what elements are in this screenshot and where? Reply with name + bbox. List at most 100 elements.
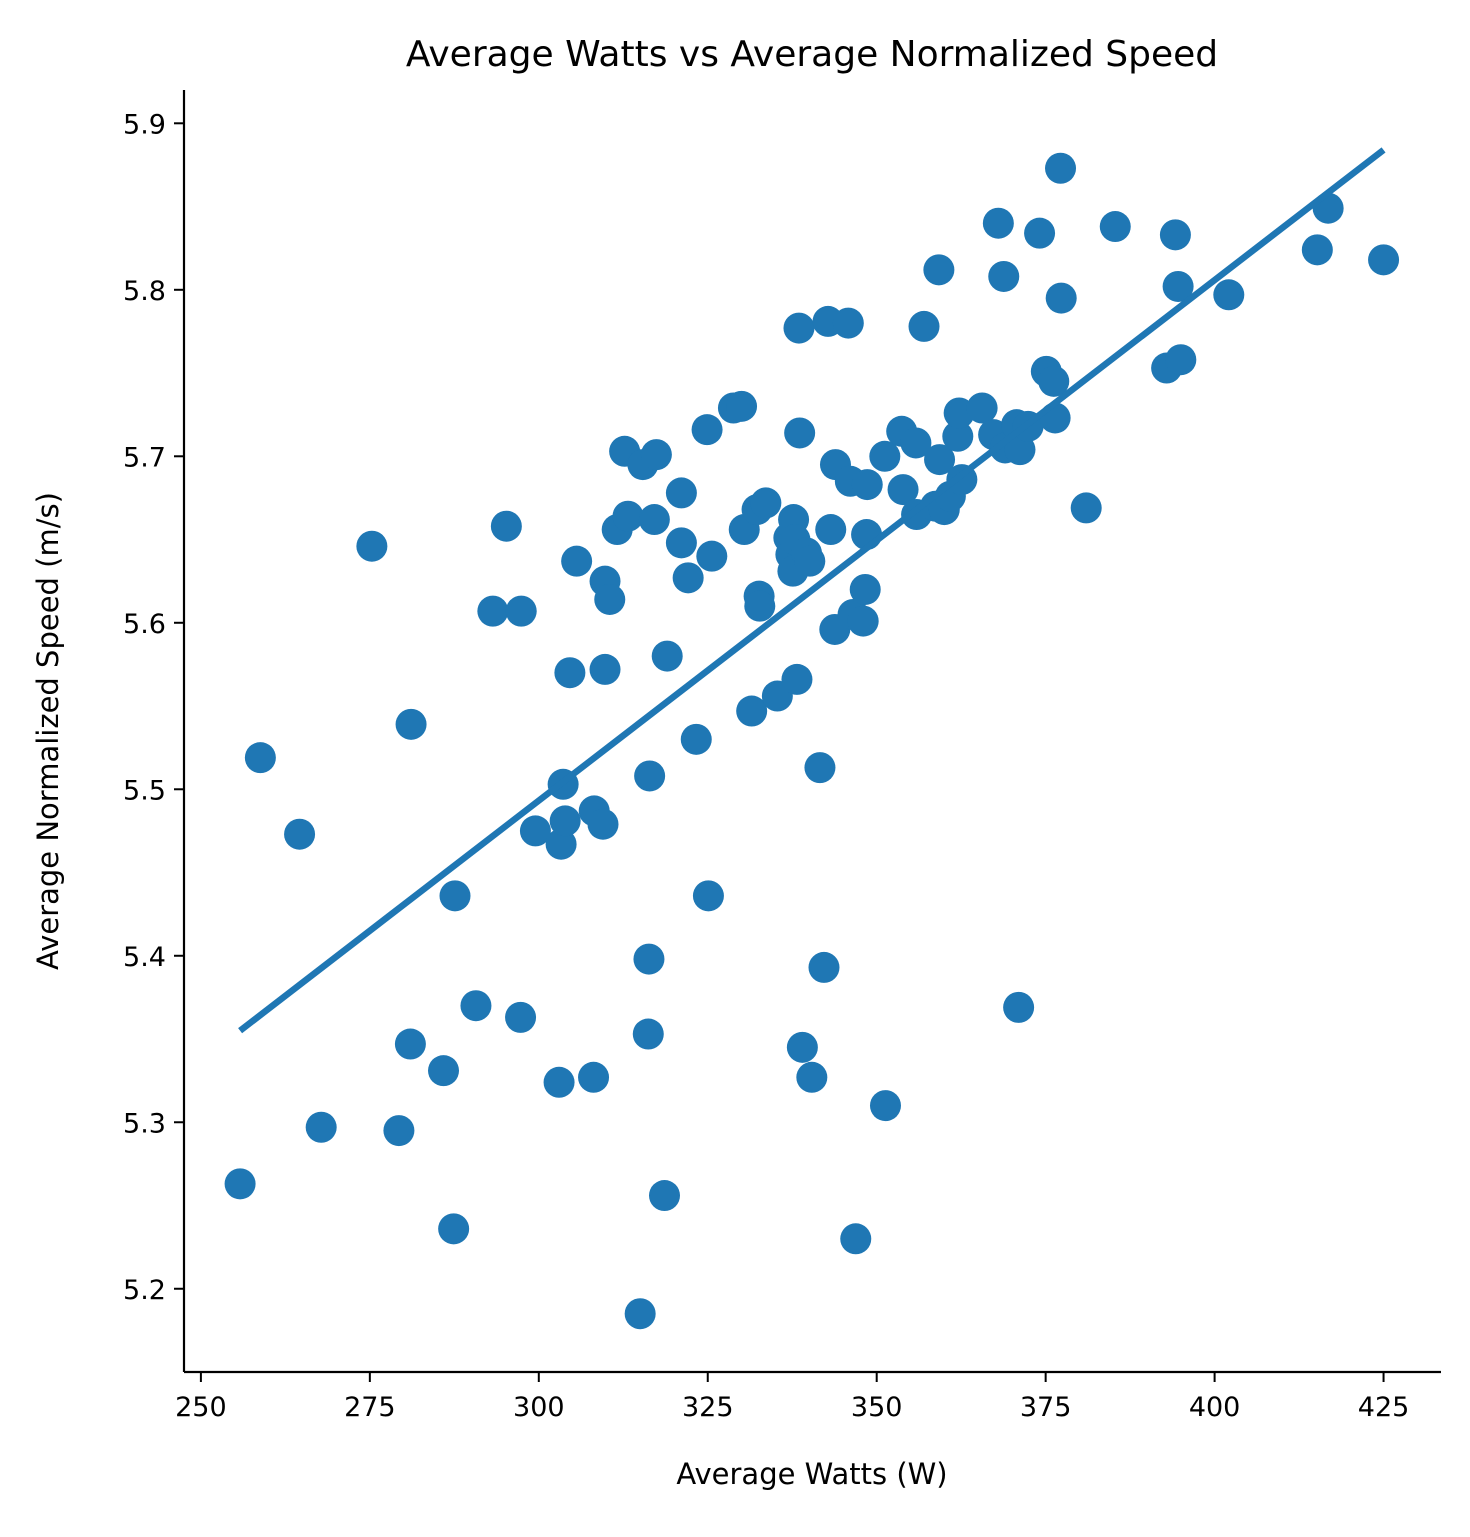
- data-point: [680, 723, 712, 755]
- x-axis-ticks: 250 275 300 325 350 375 400 425: [175, 1372, 1409, 1423]
- data-point: [543, 1066, 575, 1098]
- data-point: [505, 595, 537, 627]
- y-tick-label: 5.9: [123, 109, 166, 140]
- x-tick-label: 275: [344, 1392, 396, 1423]
- data-point: [638, 504, 670, 536]
- data-point: [1045, 282, 1077, 314]
- x-tick-label: 425: [1358, 1392, 1410, 1423]
- data-point: [1165, 344, 1197, 376]
- data-point: [869, 440, 901, 472]
- data-point: [1003, 991, 1035, 1023]
- y-tick-label: 5.3: [123, 1108, 166, 1139]
- data-point: [988, 260, 1020, 292]
- data-point: [383, 1115, 415, 1147]
- trend-line-layer: [238, 147, 1386, 1034]
- data-point: [942, 420, 974, 452]
- data-point: [561, 545, 593, 577]
- chart-title: Average Watts vs Average Normalized Spee…: [406, 34, 1218, 75]
- data-point: [624, 1298, 656, 1330]
- data-point: [783, 312, 815, 344]
- data-point: [869, 1090, 901, 1122]
- data-point: [594, 583, 626, 615]
- data-point: [640, 439, 672, 471]
- data-point: [633, 943, 665, 975]
- data-point: [394, 1028, 426, 1060]
- data-point: [1213, 279, 1245, 311]
- data-point: [1038, 365, 1070, 397]
- data-point: [244, 742, 276, 774]
- x-tick-label: 250: [175, 1392, 227, 1423]
- data-point: [1301, 234, 1333, 266]
- data-point: [736, 695, 768, 727]
- data-point: [428, 1055, 460, 1087]
- data-point: [395, 708, 427, 740]
- data-point: [804, 752, 836, 784]
- data-point: [808, 951, 840, 983]
- x-tick-label: 400: [1189, 1392, 1241, 1423]
- data-points: [224, 152, 1400, 1330]
- data-point: [696, 540, 728, 572]
- data-point: [849, 573, 881, 605]
- y-tick-label: 5.8: [123, 276, 166, 307]
- data-point: [1024, 217, 1056, 249]
- data-point: [784, 417, 816, 449]
- data-point: [578, 1061, 610, 1093]
- data-point: [505, 1001, 537, 1033]
- data-point: [1045, 152, 1077, 184]
- data-point: [356, 530, 388, 562]
- x-tick-label: 375: [1020, 1392, 1072, 1423]
- data-point: [519, 815, 551, 847]
- data-point: [632, 1018, 664, 1050]
- data-point: [460, 990, 492, 1022]
- data-point: [840, 1223, 872, 1255]
- data-point: [587, 808, 619, 840]
- data-point: [665, 477, 697, 509]
- data-point: [982, 207, 1014, 239]
- data-point: [589, 653, 621, 685]
- data-point: [665, 527, 697, 559]
- x-tick-label: 350: [851, 1392, 903, 1423]
- data-point: [781, 663, 813, 695]
- data-point: [832, 307, 864, 339]
- data-point: [554, 657, 586, 689]
- data-point: [900, 427, 932, 459]
- y-tick-label: 5.4: [123, 942, 166, 973]
- data-point: [1099, 211, 1131, 243]
- x-tick-label: 325: [682, 1392, 734, 1423]
- data-point: [648, 1180, 680, 1212]
- data-point: [284, 818, 316, 850]
- data-point: [1070, 492, 1102, 524]
- data-point: [477, 595, 509, 627]
- data-point: [815, 514, 847, 546]
- y-axis-label: Average Normalized Speed (m/s): [31, 492, 65, 970]
- data-point: [1162, 270, 1194, 302]
- data-point: [796, 1061, 828, 1093]
- data-point: [612, 500, 644, 532]
- data-point: [1159, 219, 1191, 251]
- data-point: [490, 510, 522, 542]
- data-point: [651, 640, 683, 672]
- data-point: [923, 254, 955, 286]
- data-point: [744, 590, 776, 622]
- data-point: [847, 605, 879, 637]
- y-tick-label: 5.7: [123, 442, 166, 473]
- data-point: [887, 474, 919, 506]
- data-point: [794, 545, 826, 577]
- data-point: [545, 828, 577, 860]
- data-point: [672, 562, 704, 594]
- y-tick-label: 5.2: [123, 1275, 166, 1306]
- data-point: [1039, 402, 1071, 434]
- x-tick-label: 300: [513, 1392, 565, 1423]
- data-point: [908, 310, 940, 342]
- x-axis-label: Average Watts (W): [676, 1457, 947, 1491]
- data-point: [1368, 244, 1400, 276]
- data-point: [1004, 434, 1036, 466]
- data-point: [966, 392, 998, 424]
- data-point: [924, 444, 956, 476]
- y-axis-ticks: 5.2 5.3 5.4 5.5 5.6 5.7 5.8 5.9: [123, 109, 184, 1306]
- data-point: [549, 805, 581, 837]
- data-point: [634, 760, 666, 792]
- trend-line: [238, 147, 1386, 1034]
